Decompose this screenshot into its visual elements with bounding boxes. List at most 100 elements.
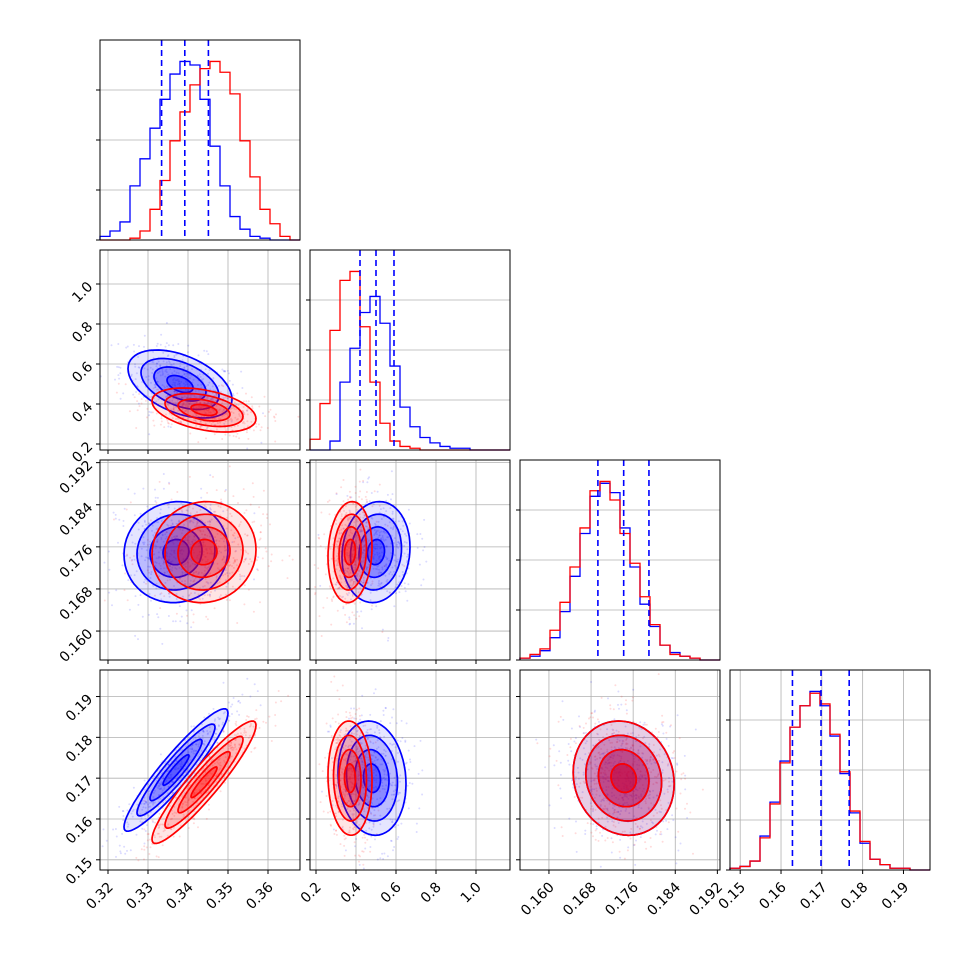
- sample-point: [180, 396, 183, 399]
- sample-point: [345, 551, 348, 554]
- sample-point: [369, 850, 372, 853]
- sample-point: [175, 406, 178, 409]
- sample-point: [605, 761, 607, 764]
- sample-point: [232, 534, 235, 537]
- sample-point: [625, 709, 628, 712]
- sample-point: [349, 496, 352, 499]
- sample-point: [207, 803, 210, 806]
- sample-point: [193, 797, 196, 800]
- sample-point: [364, 747, 367, 750]
- sample-point: [259, 601, 261, 604]
- sample-point: [378, 483, 381, 486]
- sample-point: [349, 758, 352, 761]
- sample-point: [148, 853, 151, 855]
- sample-point: [378, 556, 381, 559]
- sample-point: [570, 750, 573, 753]
- sample-point: [132, 808, 135, 811]
- sample-point: [352, 545, 355, 548]
- sample-point: [157, 557, 160, 560]
- sample-point: [163, 386, 166, 389]
- sample-point: [233, 540, 236, 543]
- sample-point: [159, 783, 161, 785]
- sample-point: [629, 770, 632, 773]
- sample-point: [352, 549, 355, 552]
- sample-point: [137, 859, 140, 862]
- sample-point: [357, 778, 360, 781]
- sample-point: [199, 777, 201, 779]
- sample-point: [277, 690, 280, 692]
- sample-point: [170, 553, 173, 556]
- sample-point: [391, 510, 394, 513]
- sample-point: [625, 780, 628, 783]
- sample-point: [175, 598, 178, 600]
- sample-point: [390, 784, 393, 787]
- sample-point: [175, 522, 178, 525]
- x-tick-label: 0.18: [838, 879, 871, 912]
- sample-point: [148, 414, 151, 417]
- sample-point: [144, 800, 147, 803]
- sample-point: [249, 503, 252, 506]
- sample-point: [173, 390, 176, 393]
- density-fill-blue: [359, 526, 393, 578]
- sample-point: [197, 354, 200, 357]
- sample-point: [358, 480, 361, 483]
- sample-point: [329, 810, 332, 813]
- sample-point: [349, 725, 352, 728]
- sample-point: [403, 565, 406, 567]
- sample-point: [356, 557, 359, 560]
- sample-point: [331, 769, 334, 772]
- sample-point: [344, 567, 347, 570]
- sample-point: [224, 370, 227, 373]
- sample-point: [371, 761, 374, 764]
- sample-point: [376, 724, 379, 727]
- sample-point: [212, 475, 214, 478]
- sample-point: [239, 727, 242, 730]
- sample-point: [153, 834, 156, 837]
- sample-point: [363, 539, 366, 542]
- sample-point: [159, 547, 162, 549]
- sample-point: [336, 689, 339, 692]
- sample-point: [168, 481, 170, 484]
- sample-point: [248, 725, 251, 728]
- sample-point: [246, 413, 249, 416]
- sample-point: [200, 378, 203, 381]
- sample-point: [595, 775, 598, 778]
- sample-point: [349, 778, 351, 781]
- sample-point: [204, 544, 207, 547]
- sample-point: [393, 564, 396, 567]
- sample-point: [322, 606, 325, 609]
- sample-point: [345, 729, 348, 732]
- sample-point: [366, 801, 369, 804]
- sample-point: [126, 849, 128, 852]
- sample-point: [575, 776, 577, 779]
- sample-point: [397, 793, 400, 796]
- sample-point: [184, 565, 187, 568]
- sample-point: [215, 393, 218, 396]
- sample-point: [235, 734, 238, 737]
- sample-point: [368, 788, 371, 791]
- sample-point: [624, 777, 627, 780]
- sample-point: [192, 538, 195, 541]
- sample-point: [587, 763, 590, 766]
- sample-point: [236, 424, 239, 427]
- sample-point: [348, 560, 351, 563]
- sample-point: [189, 747, 192, 750]
- sample-point: [231, 541, 234, 544]
- sample-point: [351, 769, 354, 772]
- sample-point: [250, 723, 252, 725]
- sample-point: [382, 709, 385, 712]
- sample-point: [232, 562, 235, 565]
- sample-point: [616, 816, 619, 819]
- sample-point: [156, 380, 159, 383]
- sample-point: [199, 396, 202, 399]
- sample-point: [354, 587, 357, 590]
- histogram-blue: [99, 60, 300, 241]
- sample-point: [220, 551, 223, 554]
- sample-point: [380, 581, 383, 584]
- sample-point: [376, 551, 379, 554]
- sample-point: [211, 528, 213, 531]
- sample-point: [365, 798, 368, 801]
- sample-point: [319, 584, 322, 587]
- sample-point: [185, 509, 188, 512]
- sample-point: [357, 775, 359, 778]
